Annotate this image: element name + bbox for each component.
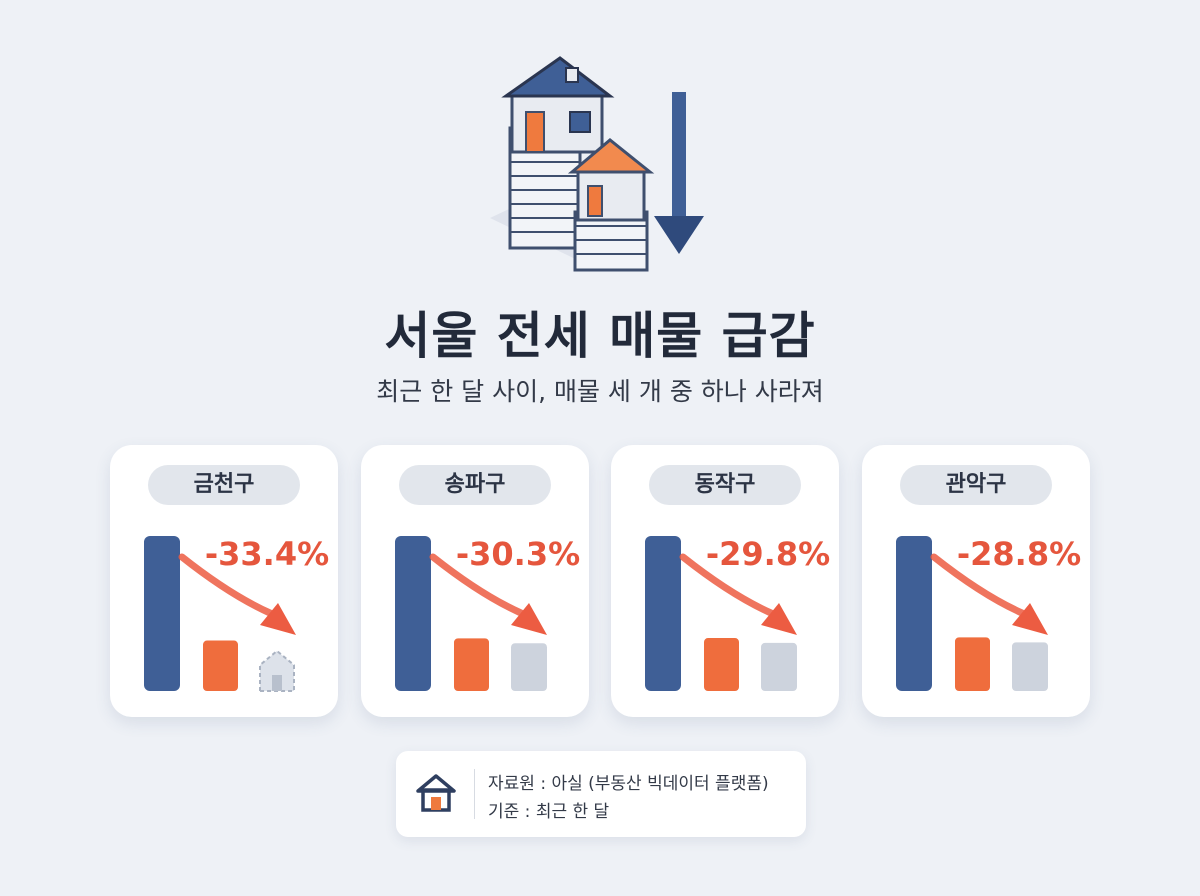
bar-remaining (1012, 642, 1048, 691)
district-label: 금천구 (148, 465, 300, 505)
district-label: 관악구 (900, 465, 1052, 505)
trend-arrow (178, 553, 274, 617)
house-icon (416, 774, 456, 812)
bar-remaining (511, 643, 547, 691)
trend-arrow-head (511, 603, 547, 635)
bar-before (144, 536, 180, 691)
basis-text: 기준 : 최근 한 달 (488, 802, 610, 822)
change-label: -28.8% (957, 535, 1081, 573)
down-arrow-icon (654, 92, 704, 254)
divider (474, 769, 475, 819)
page-title: 서울 전세 매물 급감 (384, 307, 816, 365)
page-subtitle: 최근 한 달 사이, 매물 세 개 중 하나 사라져 (376, 377, 824, 406)
change-label: -30.3% (456, 535, 580, 573)
bar-after (955, 637, 990, 691)
bar-after (704, 638, 739, 691)
district-chart: -29.8% (645, 535, 830, 691)
change-label: -33.4% (205, 535, 329, 573)
trend-arrow (930, 553, 1026, 617)
hero-house-illustration (490, 56, 704, 272)
bar-remaining (761, 642, 797, 691)
trend-arrow-head (260, 603, 296, 635)
district-chart: -33.4% (144, 535, 329, 692)
bar-before (395, 536, 431, 691)
source-text: 자료원 : 아실 (부동산 빅데이터 플랫폼) (488, 774, 769, 794)
change-label: -29.8% (706, 535, 830, 573)
district-chart: -28.8% (896, 535, 1081, 691)
bar-after (454, 638, 489, 691)
vanished-house-door (272, 675, 282, 691)
bar-after (203, 640, 238, 691)
building-stack-icon (501, 56, 615, 250)
district-label: 동작구 (649, 465, 801, 505)
district-card: 금천구 -33.4% (110, 445, 338, 717)
district-label: 송파구 (399, 465, 551, 505)
small-house-icon (567, 138, 655, 272)
trend-arrow (679, 553, 775, 617)
district-card: 관악구 -28.8% (862, 445, 1090, 717)
district-card: 동작구 -29.8% (611, 445, 839, 717)
vanished-house-icon (259, 649, 295, 692)
district-card: 송파구 -30.3% (361, 445, 589, 717)
source-note: 자료원 : 아실 (부동산 빅데이터 플랫폼) 기준 : 최근 한 달 (396, 751, 806, 837)
trend-arrow-head (761, 603, 797, 635)
bar-before (896, 536, 932, 691)
bar-before (645, 536, 681, 691)
district-chart: -30.3% (395, 535, 580, 691)
trend-arrow-head (1012, 603, 1048, 635)
trend-arrow (429, 553, 525, 617)
